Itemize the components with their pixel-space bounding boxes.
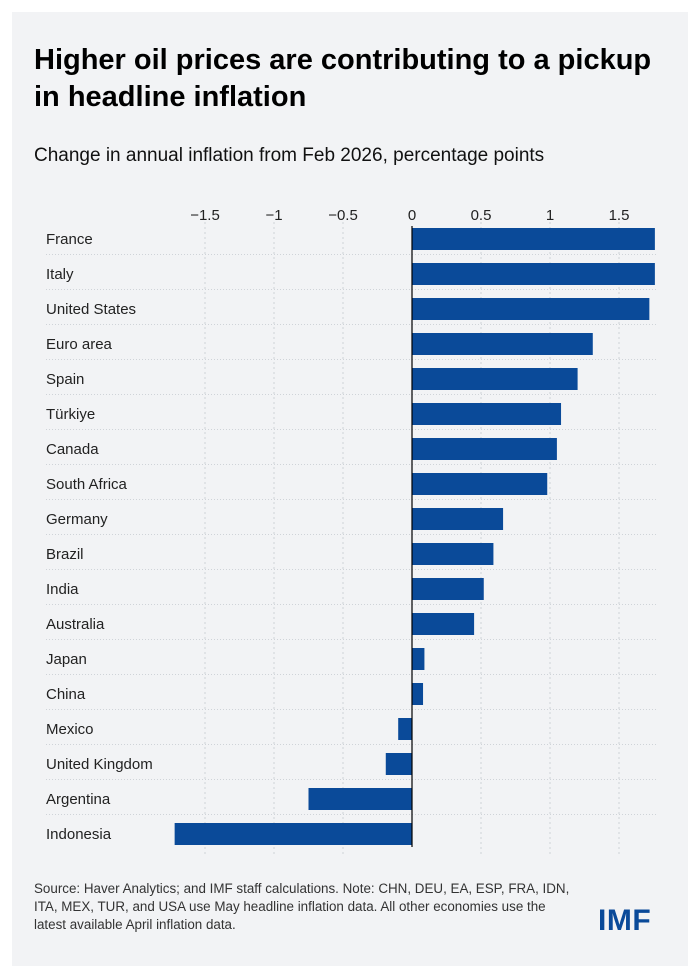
category-label: Japan [46, 651, 87, 668]
category-label: Türkiye [46, 406, 95, 423]
x-tick-label: −1.5 [190, 207, 220, 224]
category-label: Italy [46, 266, 74, 283]
x-tick-label: 1 [546, 207, 554, 224]
source-note: Source: Haver Analytics; and IMF staff c… [34, 881, 570, 932]
bar-united-kingdom [385, 753, 412, 775]
x-tick-label: −1 [265, 207, 282, 224]
category-label: Canada [46, 441, 99, 458]
bar-italy [412, 263, 655, 285]
category-label: United States [46, 301, 136, 318]
category-label: Argentina [46, 791, 111, 808]
bar-brazil [412, 543, 494, 565]
bar-japan [412, 648, 425, 670]
category-label: Mexico [46, 721, 94, 738]
bar-chart: −1.5 −1 −0.5 0 0.5 1 1.5 France Italy United Sta… [46, 207, 656, 855]
x-tick-label: 0 [408, 207, 416, 224]
chart-subtitle: Change in annual inflation from Feb 2026… [34, 145, 545, 166]
category-label: China [46, 686, 86, 703]
category-label: Brazil [46, 546, 84, 563]
imf-logo: IMF [598, 904, 652, 937]
category-label: Euro area [46, 336, 113, 353]
x-tick-label: 1.5 [609, 207, 630, 224]
chart-title: Higher oil prices are contributing to a … [34, 44, 652, 113]
category-label: Australia [46, 616, 105, 633]
bar-canada [412, 438, 557, 460]
category-label: Spain [46, 371, 84, 388]
bar-indonesia [174, 823, 412, 845]
bar-united-states [412, 298, 650, 320]
bar-australia [412, 613, 475, 635]
category-label: India [46, 581, 79, 598]
bar-india [412, 578, 484, 600]
bar-mexico [398, 718, 412, 740]
bar-south-africa [412, 473, 548, 495]
category-label: Indonesia [46, 826, 112, 843]
category-label: South Africa [46, 476, 128, 493]
category-label: Germany [46, 511, 108, 528]
category-label: France [46, 231, 93, 248]
category-label: United Kingdom [46, 756, 153, 773]
bar-t-rkiye [412, 403, 562, 425]
bar-china [412, 683, 424, 705]
bar-argentina [308, 788, 412, 810]
x-tick-label: 0.5 [471, 207, 492, 224]
bar-france [412, 228, 655, 250]
bar-germany [412, 508, 504, 530]
bar-spain [412, 368, 578, 390]
bar-euro-area [412, 333, 593, 355]
x-tick-label: −0.5 [328, 207, 358, 224]
